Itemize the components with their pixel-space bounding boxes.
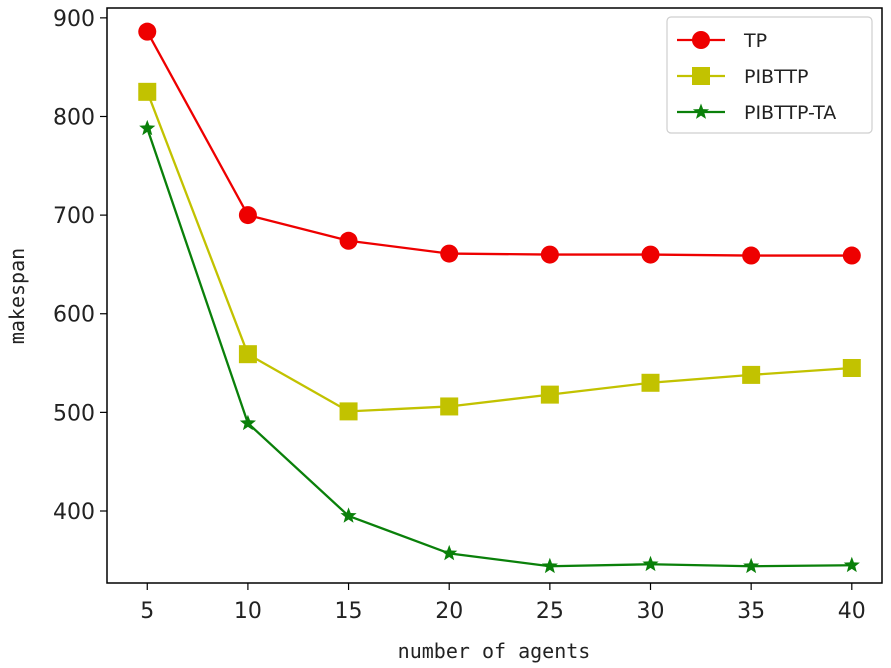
data-point-pibttp xyxy=(842,358,861,377)
x-tick-label: 15 xyxy=(335,599,363,624)
legend-box xyxy=(666,16,873,134)
series-layer xyxy=(138,22,861,574)
data-point-pibttp-ta xyxy=(139,119,156,136)
data-point-tp xyxy=(742,246,761,265)
axis-ticks: 5 10 15 20 25 30 35 40 400 500 600 700 800 900 xyxy=(53,7,866,624)
legend-label: TP xyxy=(743,30,767,52)
y-axis-label: makespan xyxy=(5,248,29,344)
series-pibttp-ta xyxy=(139,119,860,574)
data-point-pibttp xyxy=(540,385,559,404)
x-tick-label: 25 xyxy=(536,599,564,624)
data-point-pibttp-ta xyxy=(541,557,558,574)
x-tick-label: 30 xyxy=(637,599,665,624)
data-point-pibttp xyxy=(440,397,459,416)
data-point-pibttp xyxy=(339,402,358,421)
legend-item-pibttp-ta: PIBTTP-TA xyxy=(677,102,836,124)
x-tick-label: 20 xyxy=(435,599,463,624)
x-tick-label: 5 xyxy=(140,599,154,624)
y-tick-label: 600 xyxy=(53,303,95,328)
series-line-tp xyxy=(146,31,852,257)
legend-item-pibttp: PIBTTP xyxy=(677,66,808,88)
data-point-tp xyxy=(440,244,459,263)
series-line-pibttp-ta xyxy=(146,127,852,568)
series-pibttp xyxy=(138,82,861,421)
data-point-tp xyxy=(641,245,660,264)
data-point-tp xyxy=(540,245,559,264)
x-tick-label: 35 xyxy=(737,599,765,624)
data-point-pibttp xyxy=(641,373,660,392)
legend-label: PIBTTP-TA xyxy=(744,102,836,124)
x-tick-label: 10 xyxy=(234,599,262,624)
y-tick-label: 500 xyxy=(53,401,95,426)
data-point-pibttp-ta xyxy=(441,544,458,561)
y-tick-label: 400 xyxy=(53,500,95,525)
data-point-pibttp-ta xyxy=(340,507,357,523)
y-tick-label: 800 xyxy=(53,105,95,130)
x-tick-label: 40 xyxy=(838,599,866,624)
data-point-tp xyxy=(842,246,861,265)
data-point-tp xyxy=(238,206,257,225)
data-point-pibttp-ta xyxy=(743,557,760,574)
data-point-pibttp xyxy=(238,345,257,364)
data-point-pibttp xyxy=(138,82,157,101)
data-point-pibttp-ta xyxy=(239,414,256,431)
legend-marker-circle xyxy=(692,31,710,49)
legend-label: PIBTTP xyxy=(744,66,808,88)
series-line-pibttp xyxy=(146,91,852,413)
legend-marker-star xyxy=(692,103,710,119)
legend-item-tp: TP xyxy=(677,30,767,52)
data-point-tp xyxy=(339,231,358,250)
legend: TP PIBTTP PIBTTP-TA xyxy=(666,16,873,134)
y-tick-label: 700 xyxy=(53,204,95,229)
data-point-pibttp-ta xyxy=(642,555,659,572)
x-axis-label: number of agents xyxy=(398,639,591,663)
y-tick-label: 900 xyxy=(53,7,95,32)
data-point-tp xyxy=(138,22,157,41)
data-point-pibttp-ta xyxy=(843,556,860,573)
data-point-pibttp xyxy=(742,365,761,384)
series-tp xyxy=(138,22,861,265)
legend-marker-square xyxy=(692,67,710,85)
